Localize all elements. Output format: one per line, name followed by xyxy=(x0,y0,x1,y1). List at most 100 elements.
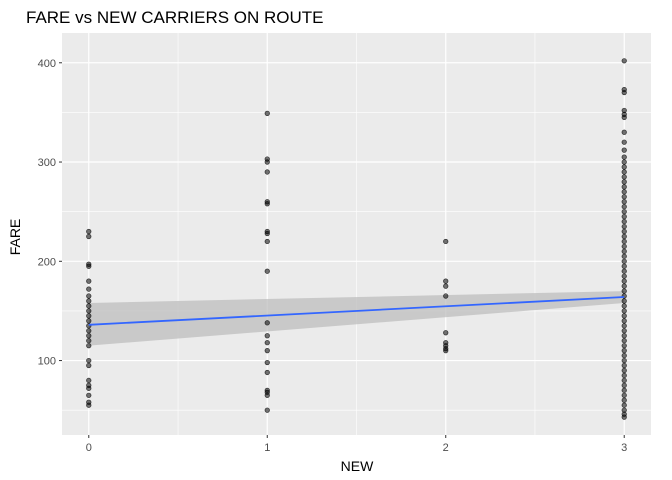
data-point xyxy=(621,204,627,210)
data-point xyxy=(621,147,627,153)
data-point xyxy=(621,323,627,329)
data-point xyxy=(621,209,627,215)
chart-title: FARE vs NEW CARRIERS ON ROUTE xyxy=(26,8,324,27)
data-point xyxy=(86,303,92,309)
data-point xyxy=(264,110,270,116)
data-point xyxy=(621,414,627,420)
data-point xyxy=(621,248,627,254)
data-point xyxy=(621,288,627,294)
data-point xyxy=(86,357,92,364)
data-point xyxy=(86,313,92,319)
data-point xyxy=(621,372,627,379)
data-point xyxy=(621,238,627,245)
data-point xyxy=(621,154,627,160)
data-point xyxy=(264,201,270,207)
data-point xyxy=(621,352,627,359)
data-point xyxy=(621,338,627,344)
data-point xyxy=(621,402,627,408)
data-point xyxy=(264,169,270,175)
data-point xyxy=(621,357,627,364)
data-point xyxy=(86,293,92,299)
data-point xyxy=(443,278,449,284)
data-point xyxy=(264,268,270,274)
data-point xyxy=(86,338,92,344)
data-point xyxy=(621,318,627,324)
y-tick-label: 200 xyxy=(38,256,56,268)
data-point xyxy=(621,362,627,369)
x-axis-title: NEW xyxy=(341,458,374,474)
data-point xyxy=(621,313,627,319)
data-point xyxy=(621,397,627,403)
data-point xyxy=(264,407,270,413)
data-point xyxy=(86,286,92,292)
data-point xyxy=(621,328,627,334)
y-tick-label: 100 xyxy=(38,356,56,368)
data-point xyxy=(621,283,627,289)
y-axis-ticks: 100 200 300 400 xyxy=(38,58,62,368)
data-point xyxy=(264,392,270,398)
data-point xyxy=(86,328,92,334)
data-point xyxy=(86,343,92,349)
data-point xyxy=(86,298,92,304)
data-point xyxy=(621,199,627,205)
data-point xyxy=(264,320,270,326)
data-point xyxy=(86,228,92,235)
data-point xyxy=(86,278,92,284)
data-point xyxy=(621,159,627,165)
data-point xyxy=(621,278,627,284)
data-point xyxy=(621,174,627,180)
data-point xyxy=(264,348,270,354)
data-point xyxy=(264,369,270,376)
x-tick-label: 2 xyxy=(443,442,449,454)
data-point xyxy=(621,218,627,225)
data-point xyxy=(621,268,627,274)
data-point xyxy=(621,303,627,309)
data-point xyxy=(86,402,92,408)
data-point xyxy=(621,333,627,339)
data-point xyxy=(621,233,627,240)
data-point xyxy=(264,238,270,245)
data-point xyxy=(621,179,627,185)
data-point xyxy=(621,298,627,304)
data-point xyxy=(621,253,627,259)
data-point xyxy=(621,58,627,64)
data-point xyxy=(621,139,627,145)
data-point xyxy=(621,343,627,349)
data-point xyxy=(621,129,627,135)
data-point xyxy=(264,333,270,339)
data-points xyxy=(86,58,627,420)
data-point xyxy=(443,238,449,245)
data-point xyxy=(443,293,449,299)
data-point xyxy=(621,348,627,354)
data-point xyxy=(621,392,627,398)
data-point xyxy=(621,258,627,264)
data-point xyxy=(86,308,92,314)
data-point xyxy=(86,263,92,269)
y-tick-label: 400 xyxy=(38,58,56,70)
x-tick-label: 0 xyxy=(86,442,92,454)
data-point xyxy=(621,114,627,120)
data-point xyxy=(264,340,270,346)
data-point xyxy=(621,263,627,269)
y-axis-title: FARE xyxy=(7,219,23,256)
data-point xyxy=(86,318,92,324)
data-point xyxy=(621,228,627,235)
data-point xyxy=(621,273,627,279)
x-tick-label: 3 xyxy=(621,442,627,454)
data-point xyxy=(621,169,627,175)
data-point xyxy=(621,243,627,250)
data-point xyxy=(264,230,270,237)
data-point xyxy=(621,308,627,314)
data-point xyxy=(264,359,270,366)
data-point xyxy=(621,214,627,220)
data-point xyxy=(621,223,627,230)
trend-line xyxy=(88,296,625,326)
y-tick-label: 300 xyxy=(38,157,56,169)
data-point xyxy=(621,382,627,388)
data-point xyxy=(621,377,627,384)
data-point xyxy=(86,233,92,240)
data-point xyxy=(621,184,627,190)
data-point xyxy=(86,392,92,398)
data-point xyxy=(621,164,627,170)
data-point xyxy=(621,387,627,393)
